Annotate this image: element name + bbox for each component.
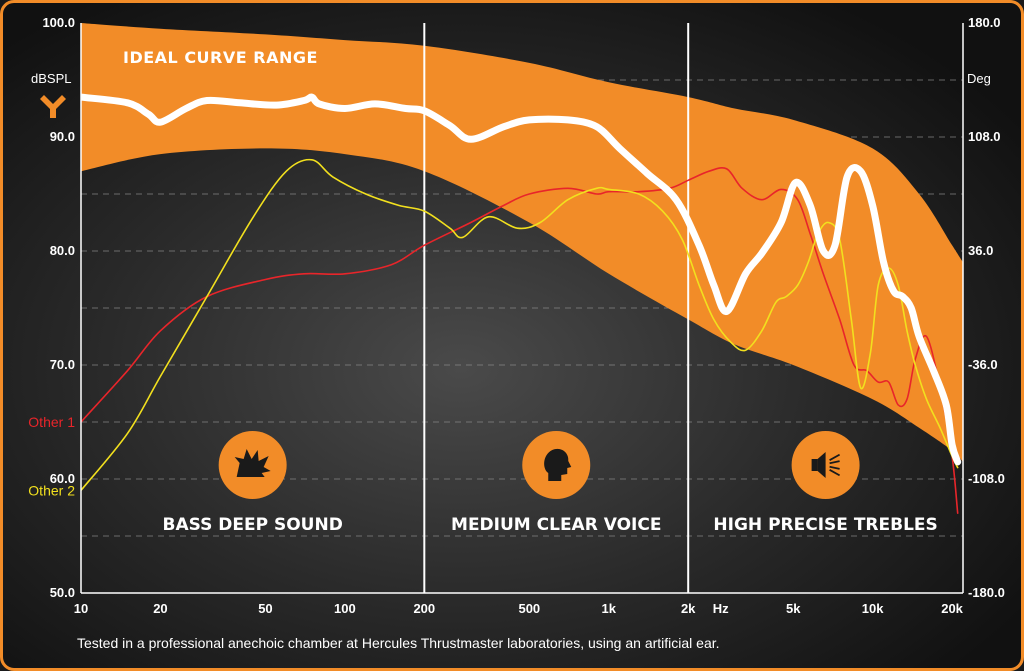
section-title: MEDIUM CLEAR VOICE: [451, 515, 661, 535]
footnote: Tested in a professional anechoic chambe…: [77, 635, 720, 651]
y-left-tick-label: 60.0: [50, 471, 75, 486]
x-tick-label: 20: [153, 601, 167, 616]
head-icon: [544, 448, 572, 481]
explosion-shape: [234, 449, 271, 477]
x-tick-label: 200: [413, 601, 435, 616]
y-right-tick-label: 108.0: [968, 129, 1001, 144]
y-logo-icon: [40, 95, 66, 118]
series-line-other-2: [81, 158, 959, 492]
series-group: [81, 93, 962, 514]
y-right-tick-label: 180.0: [968, 15, 1001, 30]
section-badge: MEDIUM CLEAR VOICE: [451, 431, 661, 535]
y-right-tick-label: 36.0: [968, 243, 993, 258]
explosion-icon: [234, 449, 271, 477]
x-tick-label: 1k: [602, 601, 617, 616]
y-right-tick-label: -36.0: [968, 357, 998, 372]
x-tick-label: 2k: [681, 601, 696, 616]
x-tick-label: 50: [258, 601, 272, 616]
band-title: IDEAL CURVE RANGE: [123, 48, 318, 67]
ideal-curve-band: [81, 23, 963, 462]
y-right-tick-label: -180.0: [968, 585, 1005, 600]
y-left-tick-label: 80.0: [50, 243, 75, 258]
speaker-box: [811, 459, 818, 471]
series-line-other-1: [81, 167, 959, 514]
speaker-wave: [829, 469, 841, 477]
y-left-tick-label: 50.0: [50, 585, 75, 600]
section-badge: BASS DEEP SOUND: [163, 431, 343, 535]
y-left-tick-label: 100.0: [42, 15, 75, 30]
series-label: Other 2: [28, 482, 75, 498]
section-title: HIGH PRECISE TREBLES: [713, 515, 937, 535]
y-right-tick-label: -108.0: [968, 471, 1005, 486]
speaker-cone: [817, 452, 826, 478]
speaker-icon: [811, 452, 841, 478]
section-badge: HIGH PRECISE TREBLES: [713, 431, 938, 535]
speaker-wave: [829, 453, 841, 461]
axes: 100.0 90.0 80.0 70.0 60.0 50.0 180.0 108.0 36.0 -…: [28, 15, 1005, 616]
x-tick-label: 100: [334, 601, 356, 616]
section-badges: BASS DEEP SOUND MEDIUM CLEAR VOICE HIGH PR…: [163, 431, 938, 535]
series-label: Other 1: [28, 414, 75, 430]
ideal-curve-range-area: [81, 23, 963, 462]
section-dividers: [423, 23, 690, 593]
x-unit-label: Hz: [713, 601, 729, 616]
x-tick-label: 10k: [862, 601, 884, 616]
x-tick-label: 5k: [786, 601, 801, 616]
head-shape: [544, 448, 572, 481]
speaker-wave: [829, 460, 840, 465]
frequency-response-chart: 100.0 90.0 80.0 70.0 60.0 50.0 180.0 108.0 36.0 -…: [28, 15, 1005, 616]
x-tick-label: 500: [518, 601, 540, 616]
y-left-tick-label: 70.0: [50, 357, 75, 372]
x-tick-label: 10: [74, 601, 88, 616]
y-right-unit-label: Deg: [967, 71, 991, 86]
section-title: BASS DEEP SOUND: [163, 515, 343, 535]
x-tick-label: 20k: [941, 601, 963, 616]
series-line-thrustmaster: [81, 93, 962, 466]
speaker-wave: [829, 465, 840, 470]
y-left-unit-label: dBSPL: [31, 71, 71, 86]
y-left-tick-label: 90.0: [50, 129, 75, 144]
